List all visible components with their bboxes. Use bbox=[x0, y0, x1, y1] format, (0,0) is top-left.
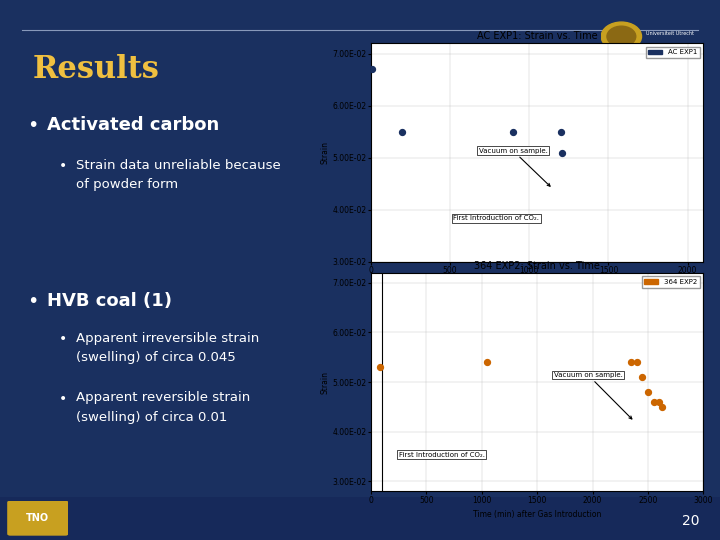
Text: First Introduction of CO₂.: First Introduction of CO₂. bbox=[399, 451, 485, 457]
Circle shape bbox=[601, 22, 642, 51]
Text: •: • bbox=[59, 332, 67, 346]
Text: TNO: TNO bbox=[26, 513, 50, 523]
X-axis label: Time (min) after Gas Introduction: Time (min) after Gas Introduction bbox=[473, 510, 601, 519]
Point bbox=[366, 65, 378, 73]
Legend: 364 EXP2: 364 EXP2 bbox=[642, 276, 700, 288]
Text: •: • bbox=[27, 116, 39, 135]
Text: Apparent irreversible strain
(swelling) of circa 0.045: Apparent irreversible strain (swelling) … bbox=[76, 332, 259, 364]
Point bbox=[636, 373, 648, 381]
Text: Apparent reversible strain
(swelling) of circa 0.01: Apparent reversible strain (swelling) of… bbox=[76, 392, 250, 423]
Y-axis label: Strain: Strain bbox=[320, 141, 330, 164]
Point bbox=[648, 397, 660, 406]
Point bbox=[555, 127, 567, 136]
Text: First Introduction of CO₂.: First Introduction of CO₂. bbox=[453, 215, 539, 221]
Point bbox=[508, 127, 519, 136]
Text: •: • bbox=[59, 159, 67, 173]
Text: •: • bbox=[59, 392, 67, 406]
Text: Strain data unreliable because
of powder form: Strain data unreliable because of powder… bbox=[76, 159, 280, 191]
Bar bbox=[0, 497, 720, 540]
Circle shape bbox=[607, 26, 636, 46]
Text: Vacuum on sample.: Vacuum on sample. bbox=[479, 147, 550, 186]
Y-axis label: Strain: Strain bbox=[320, 370, 330, 394]
Point bbox=[397, 127, 408, 136]
Text: 20: 20 bbox=[683, 514, 700, 528]
Point bbox=[657, 403, 668, 411]
Text: Vacuum on sample.: Vacuum on sample. bbox=[554, 372, 632, 419]
Point bbox=[482, 358, 493, 367]
Text: •: • bbox=[27, 292, 39, 310]
X-axis label: Time (min) after Gas Introduction: Time (min) after Gas Introduction bbox=[473, 281, 601, 289]
Text: Activated carbon: Activated carbon bbox=[47, 116, 219, 134]
Text: Results: Results bbox=[32, 54, 159, 85]
Point bbox=[642, 388, 654, 396]
Text: HVB coal (1): HVB coal (1) bbox=[47, 292, 172, 309]
Title: 364 EXP2: Strain vs. Time: 364 EXP2: Strain vs. Time bbox=[474, 260, 600, 271]
Point bbox=[557, 148, 568, 157]
Point bbox=[626, 358, 637, 367]
Point bbox=[631, 358, 643, 367]
Point bbox=[653, 397, 665, 406]
Title: AC EXP1: Strain vs. Time: AC EXP1: Strain vs. Time bbox=[477, 31, 598, 41]
Legend: AC EXP1: AC EXP1 bbox=[646, 46, 700, 58]
Point bbox=[374, 363, 385, 372]
FancyBboxPatch shape bbox=[7, 501, 68, 536]
Text: Universiteit Utrecht: Universiteit Utrecht bbox=[646, 31, 694, 36]
